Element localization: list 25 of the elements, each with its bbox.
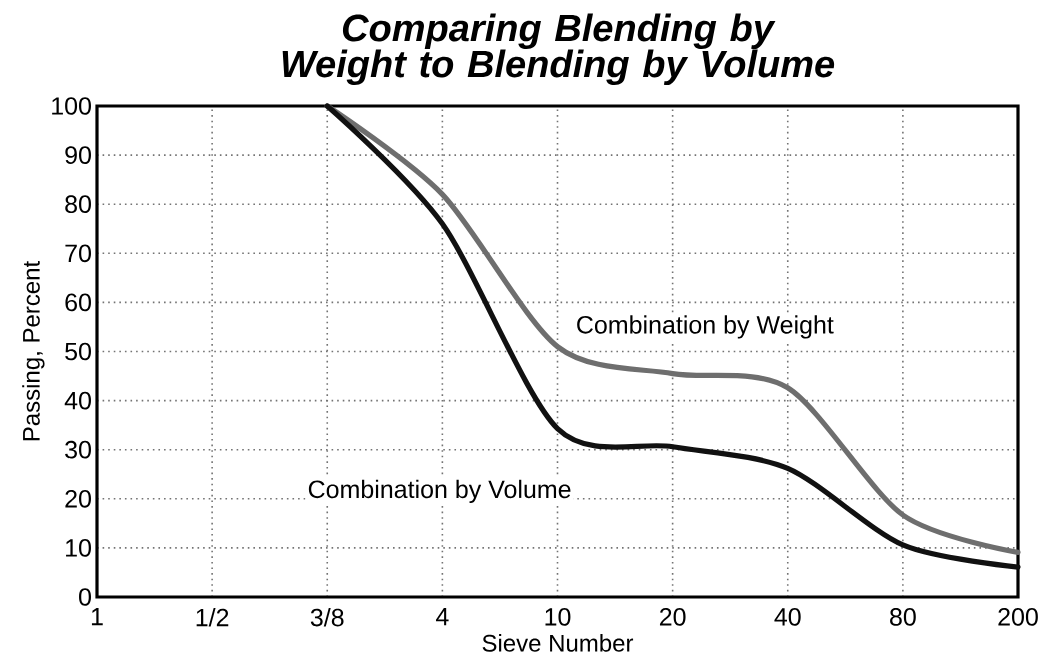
chart-title: Comparing Blending by Weight to Blending by Volume bbox=[282, 13, 835, 85]
y-axis-title: Passing, Percent bbox=[22, 260, 45, 441]
y-tick-label: 60 bbox=[65, 293, 91, 312]
x-tick-label: 200 bbox=[998, 608, 1038, 626]
y-tick-label: 40 bbox=[64, 391, 91, 410]
x-tick-label: 20 bbox=[659, 608, 686, 626]
x-tick-label: 80 bbox=[890, 608, 916, 626]
y-tick-label: 30 bbox=[65, 440, 91, 459]
x-tick-label: 10 bbox=[545, 608, 571, 626]
x-tick-label: 3/8 bbox=[310, 608, 344, 627]
x-axis-title: Sieve Number bbox=[482, 634, 634, 652]
series-label: Combination by Weight bbox=[577, 315, 834, 339]
x-tick-label: 40 bbox=[774, 608, 801, 626]
x-tick-label: 4 bbox=[435, 608, 449, 626]
x-tick-label: 1/2 bbox=[196, 608, 229, 627]
y-tick-label: 20 bbox=[65, 489, 91, 508]
y-tick-label: 0 bbox=[79, 588, 91, 606]
y-tick-label: 90 bbox=[65, 146, 91, 164]
y-tick-label: 70 bbox=[65, 244, 91, 263]
series-label: Combination by Volume bbox=[308, 479, 571, 504]
y-tick-label: 50 bbox=[65, 342, 91, 361]
x-tick-label: 1 bbox=[91, 608, 103, 626]
y-tick-label: 10 bbox=[66, 539, 91, 557]
y-tick-label: 100 bbox=[52, 97, 91, 115]
y-tick-label: 80 bbox=[65, 195, 91, 214]
